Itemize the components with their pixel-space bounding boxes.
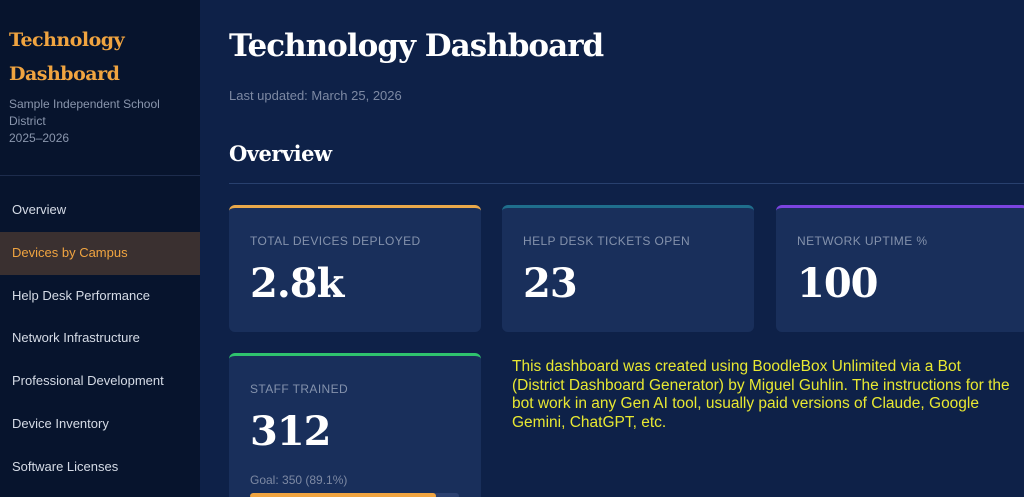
stat-card-staff-trained: STAFF TRAINED 312 Goal: 350 (89.1%) [229,353,481,497]
stat-card-total-devices: TOTAL DEVICES DEPLOYED 2.8k [229,205,481,332]
stat-card-label: TOTAL DEVICES DEPLOYED [250,234,421,248]
sidebar: Technology Dashboard Sample Independent … [0,0,200,497]
app-title-line-1: Technology [9,29,125,51]
section-title-overview: Overview [229,141,332,166]
training-progress-fill [250,493,437,497]
district-info: Sample Independent School District 2025–… [9,96,194,147]
district-name: Sample Independent School District [9,97,160,128]
nav-item-device-inventory[interactable]: Device Inventory [12,415,109,431]
attribution-note: This dashboard was created using BoodleB… [512,358,1010,431]
nav-item-devices-by-campus[interactable]: Devices by Campus [0,231,200,275]
section-divider [229,183,1024,184]
nav-item-professional-development[interactable]: Professional Development [12,373,164,389]
stat-card-value: 23 [523,260,578,307]
stat-card-network-uptime: NETWORK UPTIME % 100 [776,205,1024,332]
nav-item-network-infrastructure[interactable]: Network Infrastructure [12,330,140,346]
nav-item-overview[interactable]: Overview [12,202,67,217]
school-year: 2025–2026 [9,131,70,145]
stat-card-label: NETWORK UPTIME % [797,234,928,248]
app-title: Technology Dashboard [9,23,194,91]
training-goal-text: Goal: 350 (89.1%) [250,473,348,487]
stat-card-value: 100 [797,260,878,307]
stat-card-label: STAFF TRAINED [250,382,349,396]
training-progress-bar [250,493,459,497]
sidebar-divider [0,175,200,176]
app-title-line-2: Dashboard [9,63,120,85]
sidebar-nav: Overview Devices by Campus Help Desk Per… [0,189,200,489]
page-title: Technology Dashboard [229,28,604,64]
stat-card-value: 312 [250,408,331,455]
nav-item-help-desk-performance[interactable]: Help Desk Performance [12,287,150,303]
last-updated: Last updated: March 25, 2026 [229,88,402,103]
stat-card-value: 2.8k [250,260,344,307]
main-content: Technology Dashboard Last updated: March… [200,0,1024,497]
stat-card-label: HELP DESK TICKETS OPEN [523,234,691,248]
nav-item-software-licenses[interactable]: Software Licenses [12,458,119,474]
stat-card-help-desk-tickets: HELP DESK TICKETS OPEN 23 [502,205,754,332]
